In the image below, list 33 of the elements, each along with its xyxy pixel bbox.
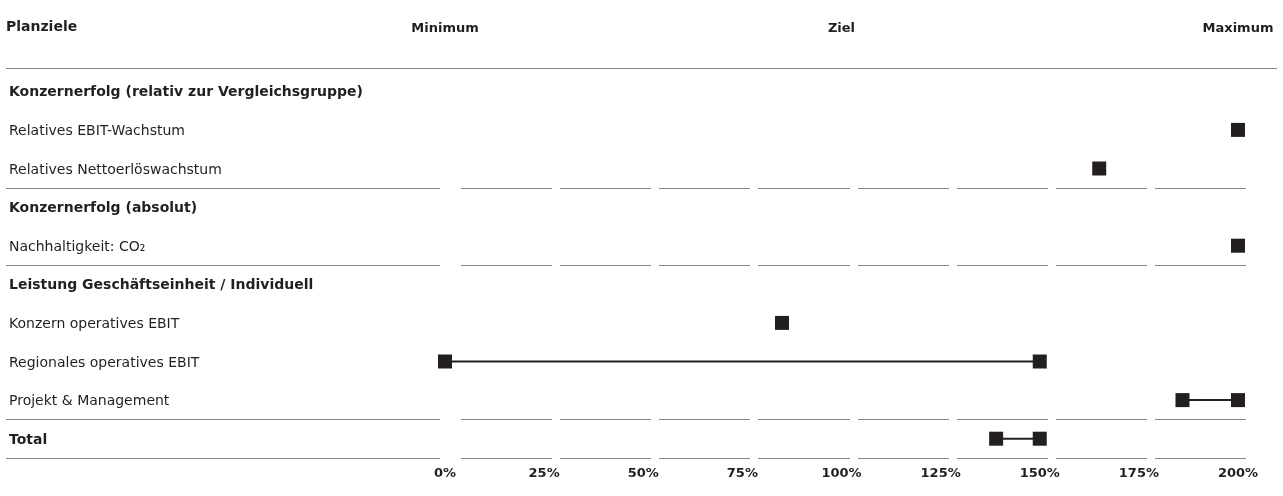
point — [989, 431, 1004, 446]
x-tick-label: 100% — [821, 465, 862, 480]
text: Maximum — [1202, 20, 1274, 35]
y-tick-label: Konzernerfolg (relativ zur Vergleichsgruppe) — [9, 83, 363, 100]
point — [775, 315, 790, 330]
text: Ziel — [827, 20, 856, 35]
x-tick-label: 25% — [528, 465, 560, 480]
y-tick-label: Projekt & Management — [9, 392, 170, 409]
text: Minimum — [411, 20, 479, 35]
y-tick-label: Total — [9, 430, 48, 447]
x-tick-label: 175% — [1118, 465, 1159, 480]
y-tick-label: Nachhaltigkeit: CO₂ — [9, 237, 146, 254]
x-tick-label: 200% — [1217, 465, 1259, 480]
point — [1032, 354, 1047, 369]
y-tick-label: Regionales operatives EBIT — [9, 353, 200, 370]
y-tick-label: Konzernerfolg (absolut) — [9, 199, 198, 216]
x-tick-label: 0% — [433, 465, 457, 480]
point — [1092, 161, 1107, 176]
point — [1032, 431, 1047, 446]
point — [1231, 122, 1245, 137]
point — [438, 354, 452, 369]
x-tick-label: 75% — [726, 465, 758, 480]
x-tick-label: 50% — [627, 465, 659, 480]
y-tick-label: Konzern operatives EBIT — [9, 314, 180, 331]
x-tick-label: 150% — [1019, 465, 1060, 480]
point — [1175, 393, 1190, 408]
x-tick-label: 125% — [920, 465, 961, 480]
point — [1231, 238, 1245, 253]
y-tick-label: Relatives Nettoerlöswachstum — [9, 160, 222, 177]
y-axis-title: Planziele — [6, 18, 78, 34]
y-tick-label: Relatives EBIT-Wachstum — [9, 121, 185, 138]
point — [1231, 393, 1245, 408]
y-tick-label: Leistung Geschäftseinheit / Individuell — [9, 276, 314, 293]
